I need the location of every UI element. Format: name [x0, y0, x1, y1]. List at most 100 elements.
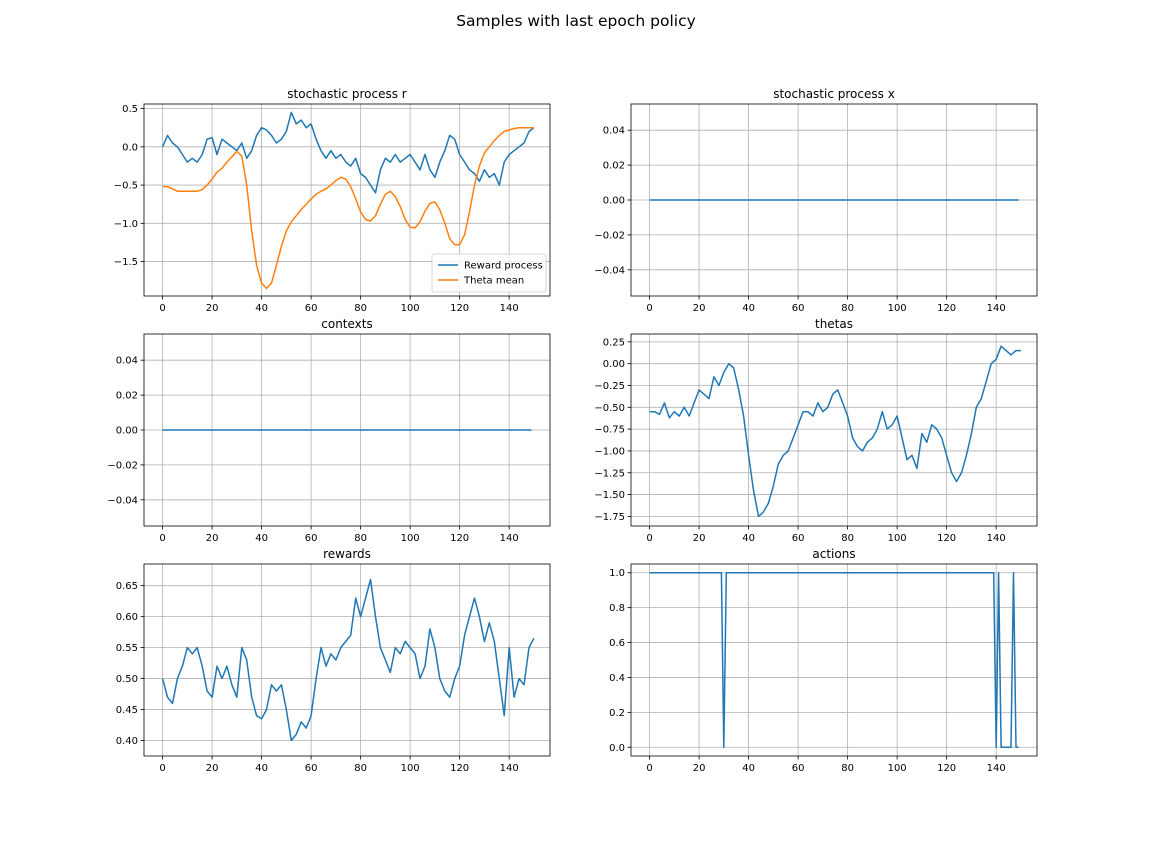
- x-tick-label: 140: [987, 303, 1006, 314]
- y-tick-label: 0.25: [603, 337, 625, 348]
- x-tick-label: 60: [305, 763, 318, 774]
- x-tick-label: 100: [888, 763, 907, 774]
- x-tick-label: 20: [206, 533, 219, 544]
- axes-frame: [630, 333, 1038, 527]
- x-tick-label: 140: [987, 533, 1006, 544]
- x-tick-label: 20: [693, 763, 706, 774]
- subplot-actions: 0 20 40 60 80 100 120 140 0.0 0.2 0.4 0.6 0.8 1.0 acti…: [609, 547, 1038, 774]
- x-tick-label: 0: [159, 303, 165, 314]
- axes-frame: [143, 103, 551, 297]
- x-tick-label: 120: [450, 533, 469, 544]
- y-tick-label: 0.2: [609, 708, 625, 719]
- subplot-title: stochastic process r: [287, 87, 406, 101]
- x-tick-label: 0: [646, 303, 652, 314]
- y-tick-label: −0.5: [114, 181, 138, 192]
- subplot-title: thetas: [815, 317, 853, 331]
- x-tick-label: 20: [206, 303, 219, 314]
- y-tick-label: −1.0: [114, 219, 138, 230]
- y-tick-label: 0.02: [116, 391, 138, 402]
- y-tick-label: 0.55: [116, 643, 138, 654]
- x-tick-label: 140: [500, 303, 519, 314]
- x-tick-label: 0: [159, 763, 165, 774]
- y-tick-label: −0.50: [594, 403, 625, 414]
- x-tick-label: 0: [646, 763, 652, 774]
- subplot-rewards: 0 20 40 60 80 100 120 140 0.40 0.45 0.50 0.55 0.60 0.…: [116, 547, 551, 774]
- series-line-reward-process: [161, 111, 535, 194]
- x-tick-label: 120: [450, 763, 469, 774]
- x-tick-label: 100: [401, 303, 420, 314]
- y-tick-label: −1.00: [594, 446, 625, 457]
- x-tick-label: 40: [742, 303, 755, 314]
- x-tick-label: 60: [792, 763, 805, 774]
- x-tick-label: 80: [354, 533, 367, 544]
- x-tick-label: 0: [646, 533, 652, 544]
- series-line-theta-mean: [162, 126, 534, 290]
- series-line-0: [649, 345, 1021, 518]
- x-tick-label: 40: [255, 763, 268, 774]
- x-tick-label: 100: [401, 533, 420, 544]
- y-tick-label: −1.25: [594, 468, 625, 479]
- x-tick-label: 40: [742, 763, 755, 774]
- series-line-0: [649, 571, 1019, 749]
- subplot-stochastic-process-x: 0 20 40 60 80 100 120 140 −0.04 −0.02 0.00 0.02 0.04…: [594, 87, 1038, 314]
- y-tick-label: −0.04: [107, 495, 138, 506]
- axes-frame: [143, 563, 551, 757]
- y-tick-label: 0.8: [609, 603, 625, 614]
- y-tick-label: −0.75: [594, 425, 625, 436]
- x-tick-label: 20: [693, 303, 706, 314]
- subplot-title: rewards: [323, 547, 371, 561]
- x-tick-label: 40: [742, 533, 755, 544]
- x-tick-label: 0: [159, 533, 165, 544]
- x-tick-label: 120: [937, 533, 956, 544]
- y-tick-label: 0.5: [122, 104, 138, 115]
- x-tick-label: 100: [401, 763, 420, 774]
- x-tick-label: 60: [792, 533, 805, 544]
- y-tick-label: 0.6: [609, 638, 625, 649]
- y-tick-label: 0.02: [603, 161, 625, 172]
- y-tick-label: 0.04: [603, 126, 625, 137]
- y-tick-label: 0.65: [116, 581, 138, 592]
- subplot-title: actions: [812, 547, 855, 561]
- x-tick-label: 20: [206, 763, 219, 774]
- x-tick-label: 40: [255, 303, 268, 314]
- y-tick-label: 0.00: [116, 426, 138, 437]
- y-tick-label: 0.0: [122, 142, 138, 153]
- y-tick-label: 0.0: [609, 743, 625, 754]
- x-tick-label: 60: [305, 303, 318, 314]
- y-tick-label: 0.40: [116, 736, 138, 747]
- subplot-title: stochastic process x: [773, 87, 895, 101]
- y-tick-label: 0.00: [603, 196, 625, 207]
- y-tick-label: 1.0: [609, 568, 625, 579]
- y-tick-label: −0.04: [594, 265, 625, 276]
- x-tick-label: 120: [937, 763, 956, 774]
- legend-box: [431, 253, 547, 293]
- x-tick-label: 120: [450, 303, 469, 314]
- y-tick-label: −0.02: [594, 230, 625, 241]
- x-tick-label: 140: [500, 763, 519, 774]
- y-tick-label: 0.00: [603, 359, 625, 370]
- x-tick-label: 80: [841, 533, 854, 544]
- y-tick-label: 0.45: [116, 705, 138, 716]
- axes-frame: [630, 563, 1038, 757]
- series-line-0: [161, 578, 535, 742]
- legend-label: Theta mean: [463, 276, 524, 287]
- y-tick-label: −1.50: [594, 490, 625, 501]
- y-tick-label: 0.60: [116, 612, 138, 623]
- x-tick-label: 100: [888, 303, 907, 314]
- x-tick-label: 60: [305, 533, 318, 544]
- subplot-contexts: 0 20 40 60 80 100 120 140 −0.04 −0.02 0.00 0.02 0.04…: [107, 317, 551, 544]
- x-tick-label: 40: [255, 533, 268, 544]
- x-tick-label: 100: [888, 533, 907, 544]
- x-tick-label: 80: [354, 763, 367, 774]
- x-tick-label: 80: [841, 303, 854, 314]
- y-tick-label: 0.50: [116, 674, 138, 685]
- x-tick-label: 80: [354, 303, 367, 314]
- subplot-title: contexts: [321, 317, 372, 331]
- figure-title: Samples with last epoch policy: [456, 12, 696, 30]
- legend: Reward process Theta mean: [431, 253, 547, 293]
- y-tick-label: 0.04: [116, 356, 138, 367]
- subplot-thetas: 0 20 40 60 80 100 120 140 −1.75 −1.50 −1.25 −1.00 −0…: [594, 317, 1038, 544]
- x-tick-label: 140: [500, 533, 519, 544]
